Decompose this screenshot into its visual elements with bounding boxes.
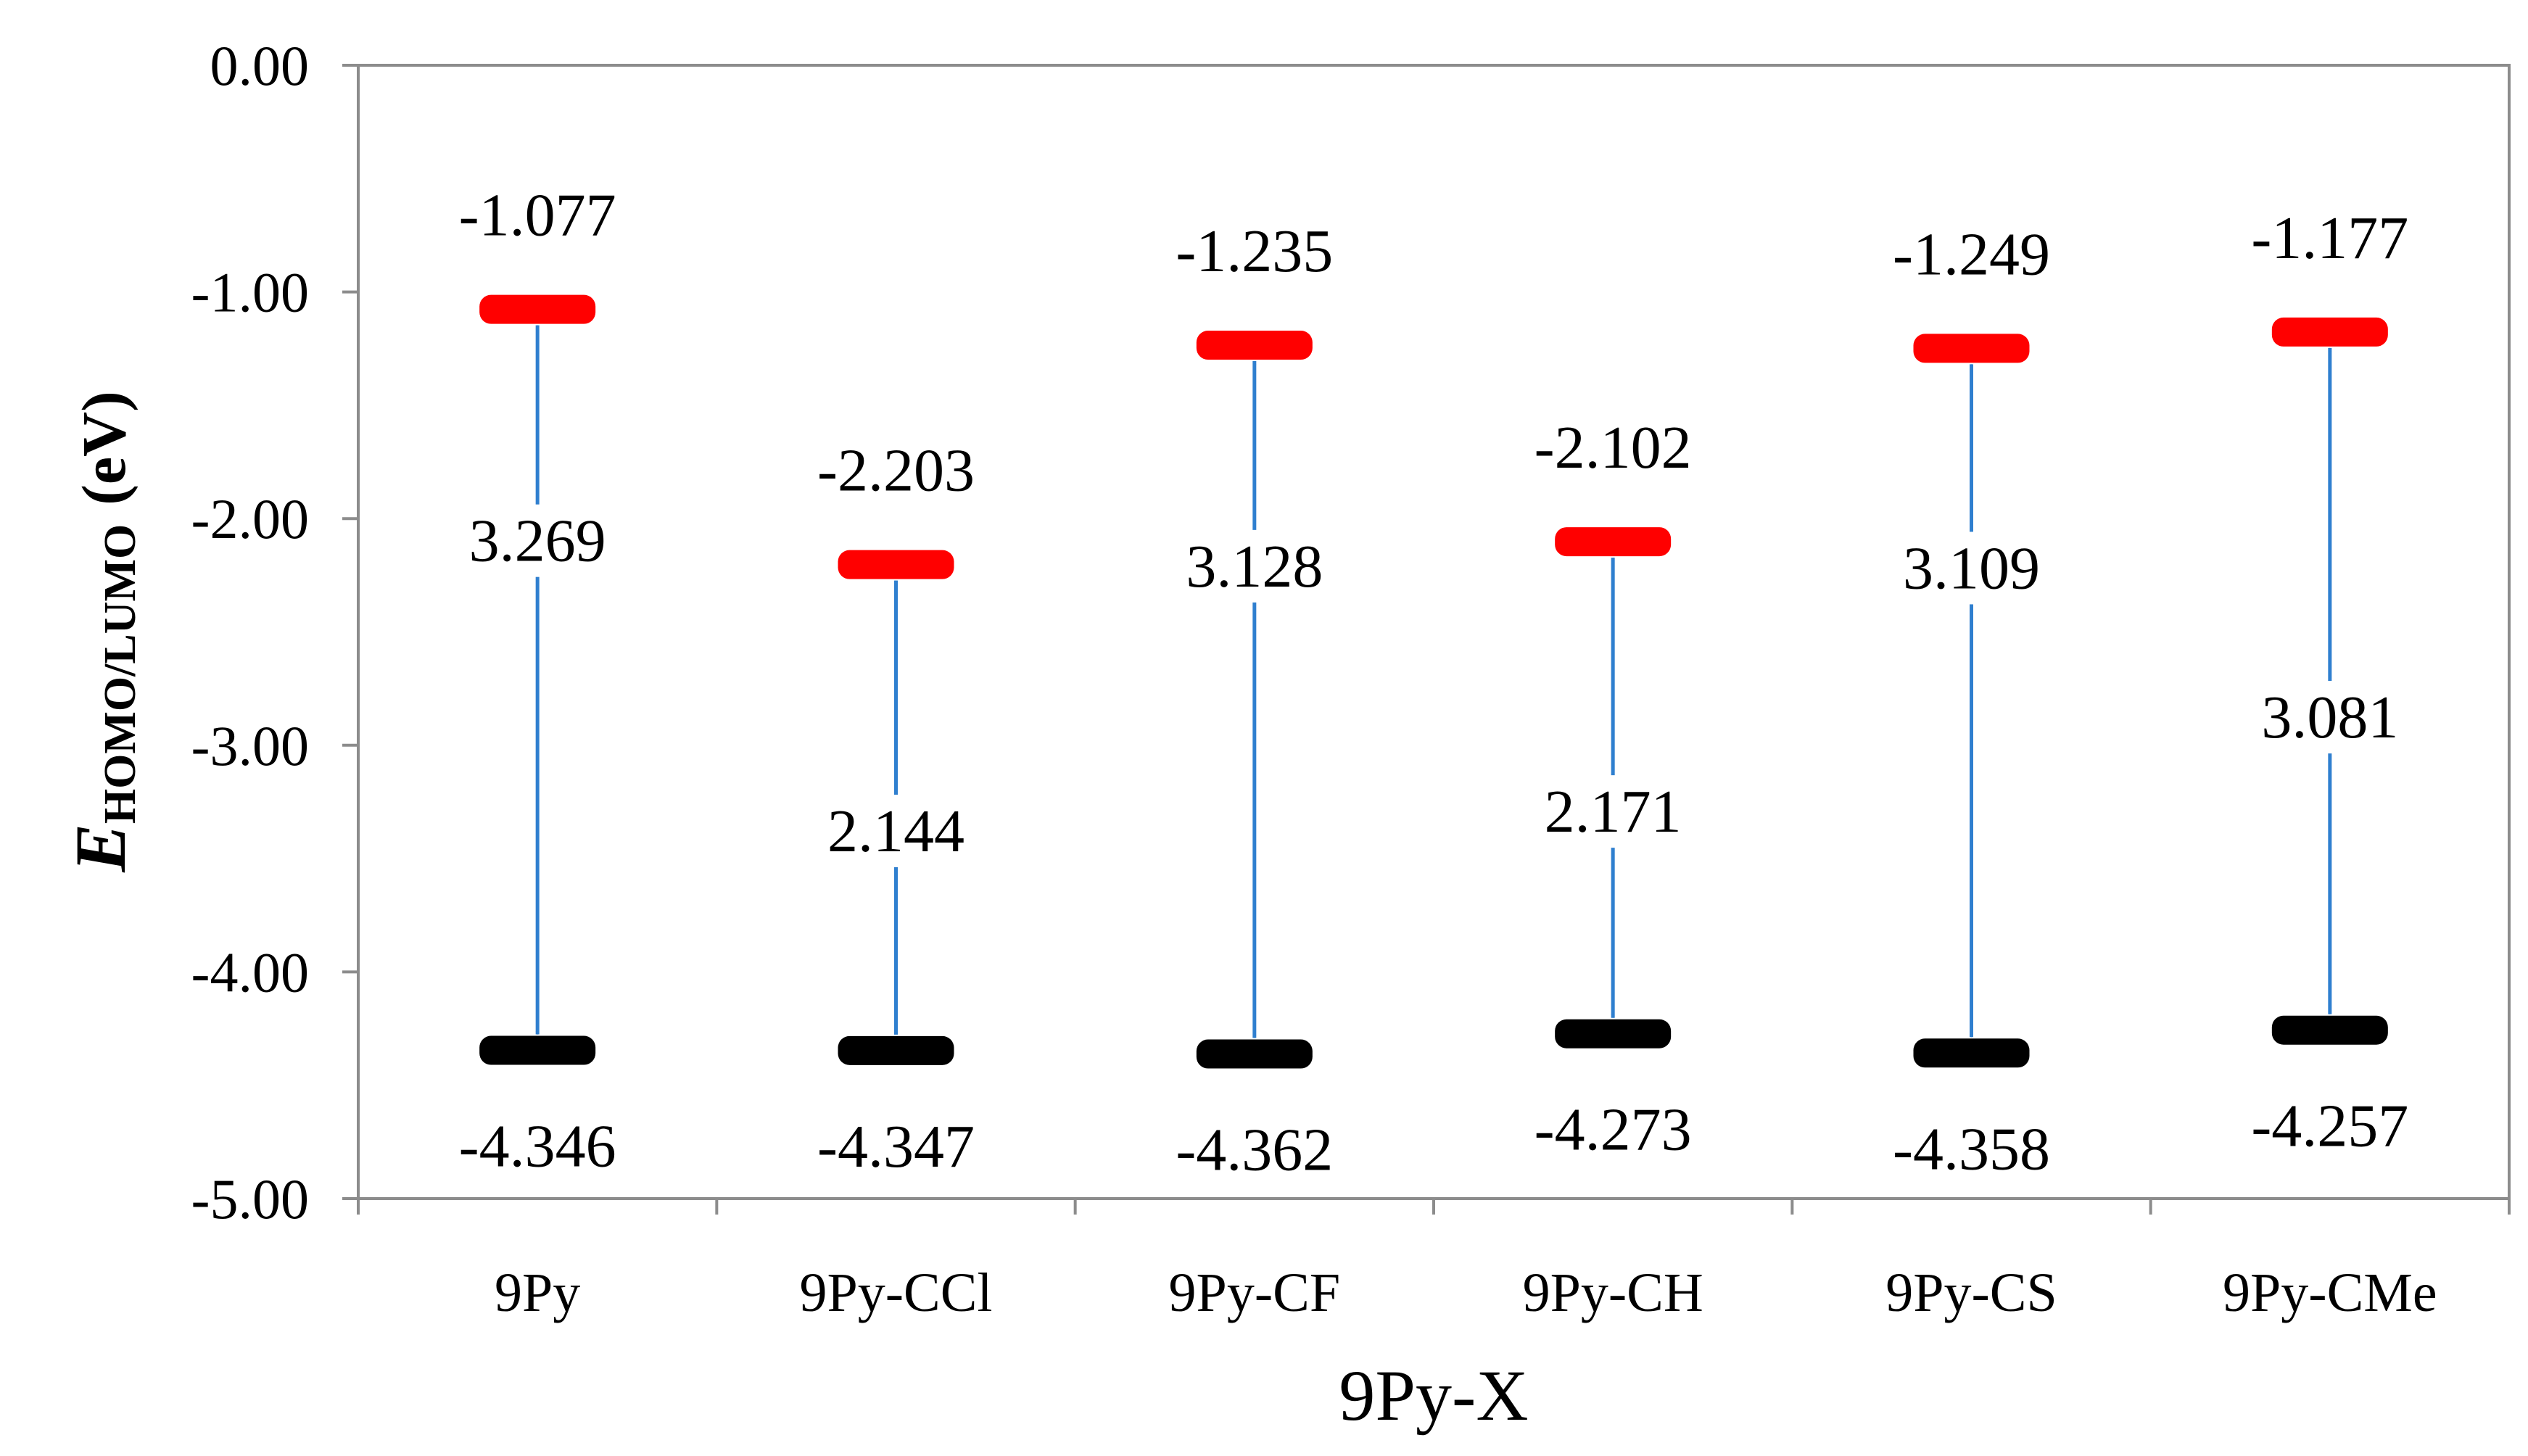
- y-tick-label: -2.00: [191, 487, 309, 550]
- homo-label: -4.362: [1176, 1117, 1333, 1184]
- homo-level: [1196, 1039, 1313, 1069]
- gap-label-background: [1522, 775, 1704, 848]
- y-tick-label: -4.00: [191, 940, 309, 1004]
- y-tick-label: -1.00: [191, 261, 309, 324]
- homo-level: [838, 1035, 954, 1065]
- y-axis-title-unit: (eV): [69, 391, 139, 505]
- x-tick-label: 9Py-CS: [1885, 1262, 2057, 1323]
- x-tick-label: 9Py-CF: [1169, 1262, 1341, 1323]
- x-tick-label: 9Py-CH: [1523, 1262, 1703, 1323]
- lumo-label: -1.235: [1176, 218, 1333, 285]
- x-tick-label: 9Py-CCl: [799, 1262, 992, 1323]
- gap-label-background: [1880, 531, 2062, 605]
- lumo-level: [479, 294, 596, 324]
- y-axis: 0.00 -1.00 -2.00 -3.00 -4.00 -5.00: [191, 34, 358, 1230]
- homo-label: -4.358: [1893, 1115, 2050, 1183]
- x-tick-label: 9Py-CMe: [2223, 1262, 2437, 1323]
- lumo-level: [838, 550, 954, 579]
- x-axis: 9Py 9Py-CCl 9Py-CF 9Py-CH 9Py-CS 9Py-CMe: [357, 1199, 2511, 1323]
- gap-label-background: [2239, 681, 2421, 754]
- gap-label: 2.171: [1545, 778, 1682, 845]
- homo-level: [1913, 1038, 2030, 1068]
- homo-label: -4.273: [1534, 1096, 1692, 1164]
- gap-label-background: [805, 794, 987, 867]
- y-tick-label: -5.00: [191, 1167, 309, 1230]
- lumo-level: [1913, 334, 2030, 363]
- gap-label: 2.144: [827, 798, 964, 865]
- gap-label-background: [447, 504, 629, 577]
- gap-label: 3.081: [2261, 684, 2398, 751]
- gap-label-background: [1163, 529, 1345, 603]
- lumo-label: -2.102: [1534, 414, 1692, 481]
- gap-label: 3.269: [469, 508, 606, 575]
- homo-level: [479, 1035, 596, 1065]
- chart-marks: 3.269 -1.077 -4.346 2.144 -2.203 -4.347 3.128 -…: [447, 182, 2421, 1184]
- homo-label: -4.257: [2251, 1093, 2408, 1160]
- gap-label: 3.128: [1186, 533, 1323, 600]
- homo-label: -4.347: [817, 1113, 975, 1180]
- lumo-label: -1.177: [2251, 204, 2408, 272]
- svg-text:EHOMO/LUMO(eV): EHOMO/LUMO (eV): [60, 391, 145, 873]
- x-tick-label: 9Py: [495, 1262, 580, 1323]
- lumo-label: -1.249: [1893, 220, 2050, 288]
- gap-label: 3.109: [1903, 534, 2040, 602]
- lumo-label: -1.077: [459, 182, 616, 249]
- lumo-label: -2.203: [817, 437, 975, 505]
- y-axis-title-symbol: E: [60, 824, 141, 873]
- x-axis-title: 9Py-X: [1339, 1355, 1528, 1436]
- y-tick-label: 0.00: [210, 34, 310, 97]
- plot-area-frame: [357, 64, 2511, 1200]
- homo-label: -4.346: [459, 1113, 616, 1180]
- y-axis-title-subscript: HOMO/LUMO: [96, 524, 145, 824]
- lumo-level: [1555, 527, 1672, 557]
- lumo-level: [2271, 317, 2388, 347]
- lumo-level: [1196, 331, 1313, 360]
- homo-level: [1555, 1019, 1672, 1048]
- y-axis-title: EHOMO/LUMO (eV): [60, 391, 145, 873]
- y-tick-label: -3.00: [191, 714, 309, 777]
- homo-level: [2271, 1015, 2388, 1045]
